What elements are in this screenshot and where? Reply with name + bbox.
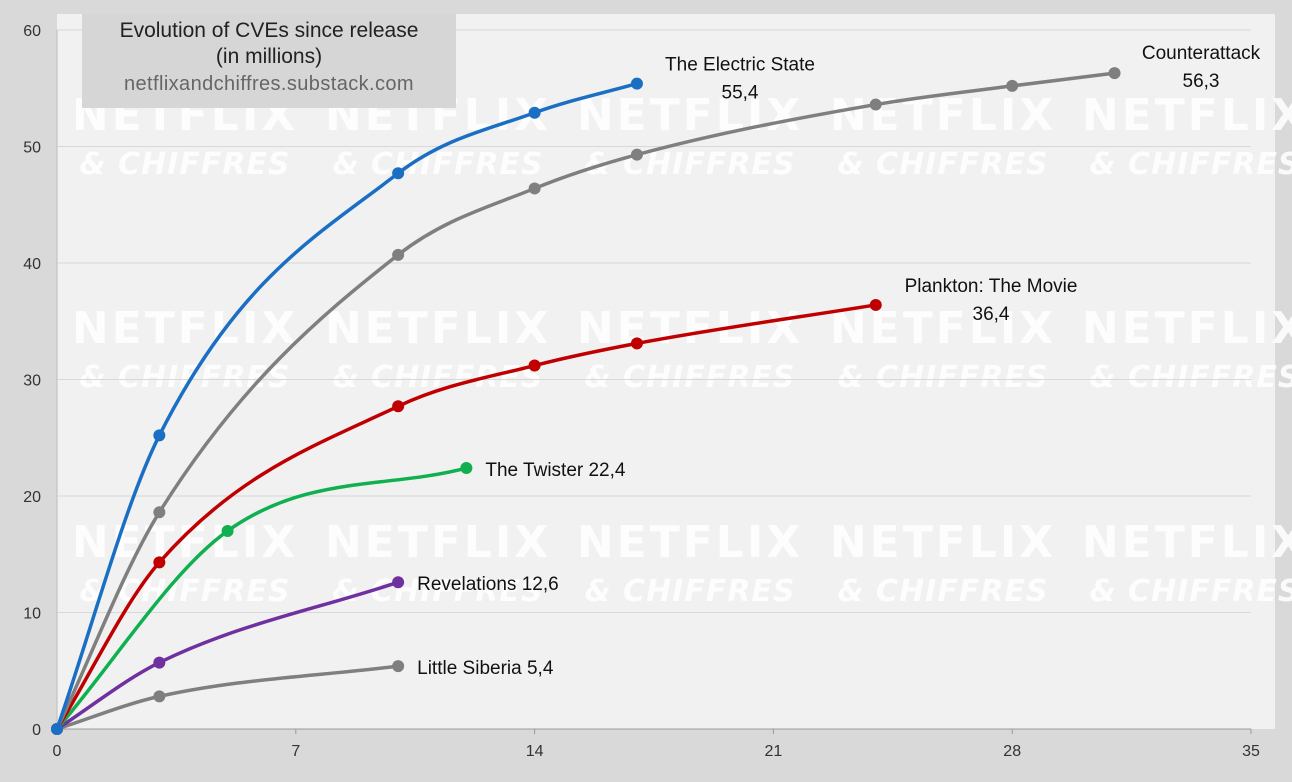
series-label: The Twister 22,4 [485, 460, 626, 481]
chart-source: netflixandchiffres.substack.com [124, 73, 414, 95]
data-point [869, 98, 882, 111]
data-point [153, 429, 166, 442]
watermark-word: NETFLIX [72, 303, 298, 354]
data-point [630, 337, 643, 350]
watermark-word: NETFLIX [1082, 90, 1292, 141]
watermark-word: NETFLIX [325, 303, 551, 354]
watermark-word: NETFLIX [577, 90, 803, 141]
data-point [528, 182, 541, 195]
watermark: NETFLIX & CHIFFRES NETFLIX & CHIFFRES NETFLI… [72, 90, 1292, 609]
data-point [1006, 79, 1019, 92]
data-point [528, 106, 541, 119]
watermark-word: NETFLIX [1082, 303, 1292, 354]
data-point [460, 462, 473, 475]
series-line [55, 303, 878, 731]
series-line [55, 664, 400, 731]
data-point [869, 298, 882, 311]
watermark-word: & CHIFFRES [584, 360, 795, 395]
watermark-word: & CHIFFRES [837, 360, 1048, 395]
y-tick-label: 50 [23, 140, 41, 157]
watermark-word: & CHIFFRES [79, 147, 290, 182]
y-tick-label: 20 [23, 489, 41, 506]
watermark-word: NETFLIX [325, 517, 551, 568]
watermark-word: & CHIFFRES [1089, 574, 1292, 609]
data-point [392, 576, 405, 589]
watermark-word: & CHIFFRES [1089, 147, 1292, 182]
watermark-word: NETFLIX [830, 517, 1056, 568]
watermark-word: NETFLIX [1082, 517, 1292, 568]
watermark-word: & CHIFFRES [584, 147, 795, 182]
data-point [153, 556, 166, 569]
x-tick-label: 0 [53, 743, 62, 760]
watermark-word: NETFLIX [830, 303, 1056, 354]
watermark-word: NETFLIX [577, 303, 803, 354]
data-point [392, 400, 405, 413]
data-point [528, 359, 541, 372]
x-tick-label: 14 [526, 743, 544, 760]
y-tick-label: 30 [23, 373, 41, 390]
watermark-word: & CHIFFRES [837, 574, 1048, 609]
series-label: Little Siberia 5,4 [417, 658, 554, 679]
series-line [55, 580, 400, 731]
watermark-word: & CHIFFRES [332, 147, 543, 182]
data-point [153, 506, 166, 519]
x-tick-label: 28 [1003, 743, 1021, 760]
watermark-word: NETFLIX [830, 90, 1056, 141]
series-label: Plankton: The Movie [905, 276, 1078, 297]
watermark-word: & CHIFFRES [584, 574, 795, 609]
series-label: Revelations 12,6 [417, 574, 559, 595]
chart-title: Evolution of CVEs since release [119, 19, 419, 42]
data-point [221, 524, 234, 537]
data-point [392, 248, 405, 261]
y-tick-label: 60 [23, 23, 41, 40]
data-label: 36,4 [973, 304, 1010, 325]
data-label: 55,4 [722, 83, 759, 104]
plot-area [57, 14, 1275, 729]
data-point [51, 723, 63, 735]
data-point [153, 690, 166, 703]
title-box: Evolution of CVEs since release (in mill… [82, 14, 456, 108]
watermark-word: & CHIFFRES [837, 147, 1048, 182]
y-tick-label: 0 [32, 722, 41, 739]
data-point [392, 660, 405, 673]
data-label: 56,3 [1183, 71, 1220, 92]
x-tick-label: 21 [765, 743, 783, 760]
data-point [392, 167, 405, 180]
series-label: Counterattack [1142, 43, 1261, 64]
watermark-word: NETFLIX [577, 517, 803, 568]
y-tick-label: 40 [23, 256, 41, 273]
watermark-word: NETFLIX [72, 517, 298, 568]
x-tick-label: 7 [291, 743, 300, 760]
data-point [1108, 67, 1121, 80]
series-label: The Electric State [665, 55, 815, 76]
data-point [630, 148, 643, 161]
x-tick-label: 35 [1242, 743, 1260, 760]
y-tick-label: 10 [23, 606, 41, 623]
data-point [153, 656, 166, 669]
watermark-word: & CHIFFRES [1089, 360, 1292, 395]
chart-subtitle: (in millions) [215, 45, 323, 68]
data-point [630, 77, 643, 90]
